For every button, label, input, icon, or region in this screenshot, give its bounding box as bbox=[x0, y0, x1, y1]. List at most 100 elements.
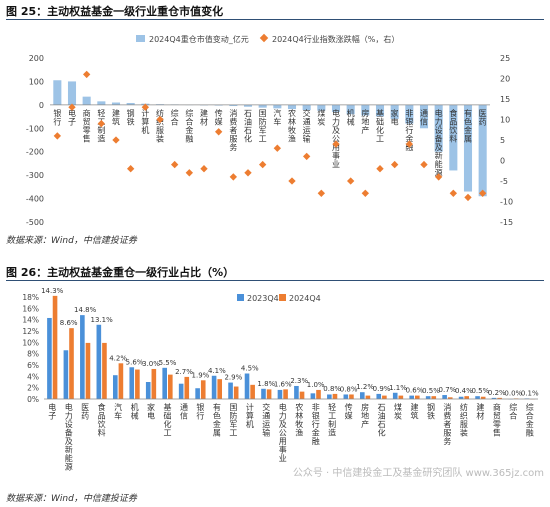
bar-2023-mark bbox=[47, 317, 52, 399]
category-label: 纺织服装 bbox=[460, 402, 468, 438]
bar-2024-mark bbox=[283, 389, 288, 399]
bar-2023-mark bbox=[425, 396, 431, 399]
category-label: 煤炭 bbox=[317, 108, 325, 127]
category-label: 有色金属 bbox=[464, 108, 472, 144]
diamond-mark bbox=[112, 136, 120, 144]
category-label: 房地产 bbox=[361, 402, 369, 429]
bar-mark bbox=[82, 96, 91, 105]
bar-2024-mark bbox=[200, 380, 206, 399]
bar-mark bbox=[111, 102, 121, 105]
bar-2024-mark bbox=[69, 328, 74, 399]
category-label: 电力设备及新能源 bbox=[65, 402, 73, 472]
bar-mark bbox=[346, 104, 355, 115]
y-right-tick-label: 5 bbox=[500, 136, 505, 145]
y-right-tick-label: 25 bbox=[500, 54, 510, 63]
y-tick-label: 16% bbox=[22, 304, 39, 313]
data-label: 2.3% bbox=[290, 377, 308, 385]
category-label: 汽车 bbox=[273, 108, 281, 127]
category-label: 传媒 bbox=[345, 402, 353, 421]
chart1-svg: 2024Q4重仓市值变动_亿元 2024Q4行业指数涨跌幅（%，右）2001000… bbox=[26, 33, 513, 227]
category-label: 通信 bbox=[180, 402, 188, 421]
data-label: 0.5% bbox=[471, 387, 489, 395]
bar-mark bbox=[273, 104, 282, 109]
diamond-mark bbox=[170, 160, 179, 169]
category-label: 煤炭 bbox=[394, 402, 402, 421]
bar-2023-mark bbox=[261, 388, 266, 399]
data-label: 14.3% bbox=[41, 287, 64, 295]
bar-2024-mark bbox=[382, 395, 387, 399]
diamond-mark bbox=[97, 119, 106, 128]
diamond-mark bbox=[156, 115, 164, 124]
bar-2024-mark bbox=[118, 363, 124, 399]
figure2-title: 图 26：主动权益基金重仓一级行业占比（%） bbox=[6, 266, 235, 279]
bar-2024-mark bbox=[365, 395, 371, 399]
y-right-tick-label: -10 bbox=[500, 198, 513, 207]
diamond-mark bbox=[200, 165, 208, 173]
y-right-tick-label: 0 bbox=[500, 157, 505, 166]
bar-2024-mark bbox=[349, 394, 354, 399]
category-label: 家电 bbox=[147, 402, 155, 421]
category-label: 国防军工 bbox=[229, 403, 237, 438]
bar-2023-mark bbox=[162, 367, 167, 399]
bar-2023-mark bbox=[195, 388, 200, 399]
bar-mark bbox=[419, 104, 429, 129]
bar-2024-mark bbox=[398, 395, 404, 399]
bar-mark bbox=[53, 80, 62, 105]
diamond-mark bbox=[464, 193, 472, 202]
diamond-mark bbox=[185, 169, 194, 177]
category-label: 基础化工 bbox=[164, 402, 172, 438]
bar-mark bbox=[361, 104, 370, 116]
diamond-mark bbox=[449, 189, 458, 197]
data-label: 1.9% bbox=[192, 371, 210, 379]
y-tick-label: 6% bbox=[27, 361, 39, 370]
bar-2023-mark bbox=[129, 367, 135, 399]
bar-2023-mark bbox=[491, 397, 497, 399]
bar-2024-mark bbox=[332, 393, 338, 399]
category-label: 交通运输 bbox=[303, 108, 311, 144]
legend-bar-label: 2024Q4重仓市值变动_亿元 bbox=[149, 34, 249, 44]
bar-mark bbox=[97, 101, 106, 105]
bar-2023-mark bbox=[244, 373, 250, 399]
category-label: 石油石化 bbox=[244, 109, 252, 144]
diamond-mark bbox=[376, 165, 384, 173]
legend-diamond-label: 2024Q4行业指数涨跌幅（%，右） bbox=[272, 34, 399, 44]
figure1-title-rule bbox=[6, 19, 544, 20]
data-label: 1.6% bbox=[274, 380, 292, 388]
bar-2024-mark bbox=[85, 342, 91, 399]
category-label: 有色金属 bbox=[213, 402, 221, 438]
legend-2023-swatch bbox=[237, 294, 244, 301]
figure2-title-rule bbox=[6, 280, 544, 281]
category-label: 农林牧渔 bbox=[295, 402, 303, 438]
data-label: 1.0% bbox=[307, 381, 325, 389]
y-left-tick-label: -300 bbox=[26, 171, 44, 180]
diamond-mark bbox=[53, 132, 62, 140]
bar-2024-mark bbox=[431, 396, 437, 399]
category-label: 电子 bbox=[68, 108, 76, 127]
bar-2023-mark bbox=[458, 396, 464, 399]
bar-mark bbox=[434, 104, 443, 152]
category-label: 房地产 bbox=[361, 108, 369, 135]
data-label: 3.0% bbox=[142, 360, 160, 368]
bar-2024-mark bbox=[497, 397, 502, 399]
bar-2023-mark bbox=[442, 395, 447, 399]
category-label: 电子 bbox=[48, 402, 56, 421]
legend-bar-swatch bbox=[136, 35, 145, 42]
data-label: 8.6% bbox=[60, 319, 78, 327]
data-label: 0.0% bbox=[504, 389, 522, 397]
y-right-tick-label: 15 bbox=[500, 95, 510, 104]
bar-2024-mark bbox=[233, 386, 239, 399]
category-label: 电力设备及新能源 bbox=[435, 108, 443, 178]
data-label: 4.2% bbox=[109, 354, 127, 362]
bar-2023-mark bbox=[277, 389, 283, 399]
bar-mark bbox=[67, 81, 77, 105]
diamond-mark bbox=[288, 177, 296, 185]
bar-2024-mark bbox=[480, 396, 486, 399]
y-right-tick-label: -15 bbox=[500, 218, 513, 227]
bar-2023-mark bbox=[294, 385, 299, 399]
data-label: 5.6% bbox=[126, 358, 144, 366]
y-right-tick-label: -5 bbox=[500, 177, 508, 186]
y-left-tick-label: 200 bbox=[29, 54, 44, 63]
y-left-tick-label: -100 bbox=[26, 124, 44, 133]
data-label: 0.6% bbox=[406, 387, 424, 395]
bar-mark bbox=[375, 104, 385, 117]
